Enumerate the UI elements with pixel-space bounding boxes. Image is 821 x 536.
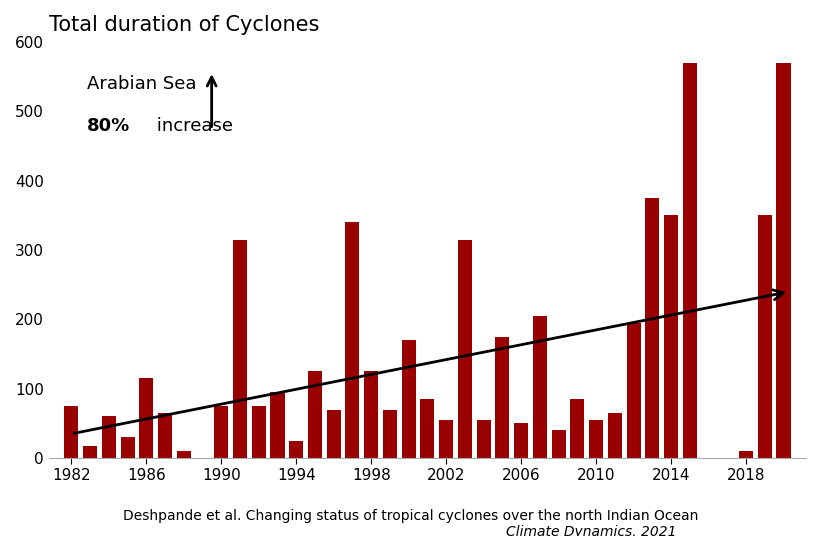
Bar — [327, 410, 341, 458]
Bar — [495, 337, 509, 458]
Bar — [664, 215, 678, 458]
Bar — [214, 406, 228, 458]
Text: 80%: 80% — [87, 117, 130, 135]
Bar — [571, 399, 585, 458]
Bar — [289, 441, 303, 458]
Bar — [346, 222, 360, 458]
Text: Arabian Sea: Arabian Sea — [87, 76, 196, 93]
Bar — [645, 198, 659, 458]
Bar — [626, 323, 640, 458]
Bar — [458, 240, 472, 458]
Text: Deshpande et al. Changing status of tropical cyclones over the north Indian Ocea: Deshpande et al. Changing status of trop… — [123, 509, 698, 523]
Bar — [308, 371, 322, 458]
Bar — [552, 430, 566, 458]
Bar — [233, 240, 247, 458]
Bar — [252, 406, 266, 458]
Bar — [158, 413, 172, 458]
Text: increase: increase — [151, 117, 233, 135]
Bar — [64, 406, 78, 458]
Bar — [439, 420, 453, 458]
Bar — [683, 63, 697, 458]
Text: Total duration of Cyclones: Total duration of Cyclones — [49, 15, 319, 35]
Bar — [739, 451, 753, 458]
Bar — [383, 410, 397, 458]
Bar — [401, 340, 415, 458]
Bar — [83, 445, 97, 458]
Bar — [533, 316, 547, 458]
Bar — [758, 215, 772, 458]
Bar — [589, 420, 603, 458]
Bar — [514, 423, 528, 458]
Bar — [121, 437, 135, 458]
Bar — [365, 371, 378, 458]
Bar — [608, 413, 621, 458]
Bar — [477, 420, 491, 458]
Bar — [177, 451, 190, 458]
Bar — [140, 378, 154, 458]
Bar — [777, 63, 791, 458]
Bar — [102, 416, 116, 458]
Bar — [270, 392, 285, 458]
Bar — [420, 399, 434, 458]
Text: Climate Dynamics, 2021: Climate Dynamics, 2021 — [506, 525, 677, 536]
